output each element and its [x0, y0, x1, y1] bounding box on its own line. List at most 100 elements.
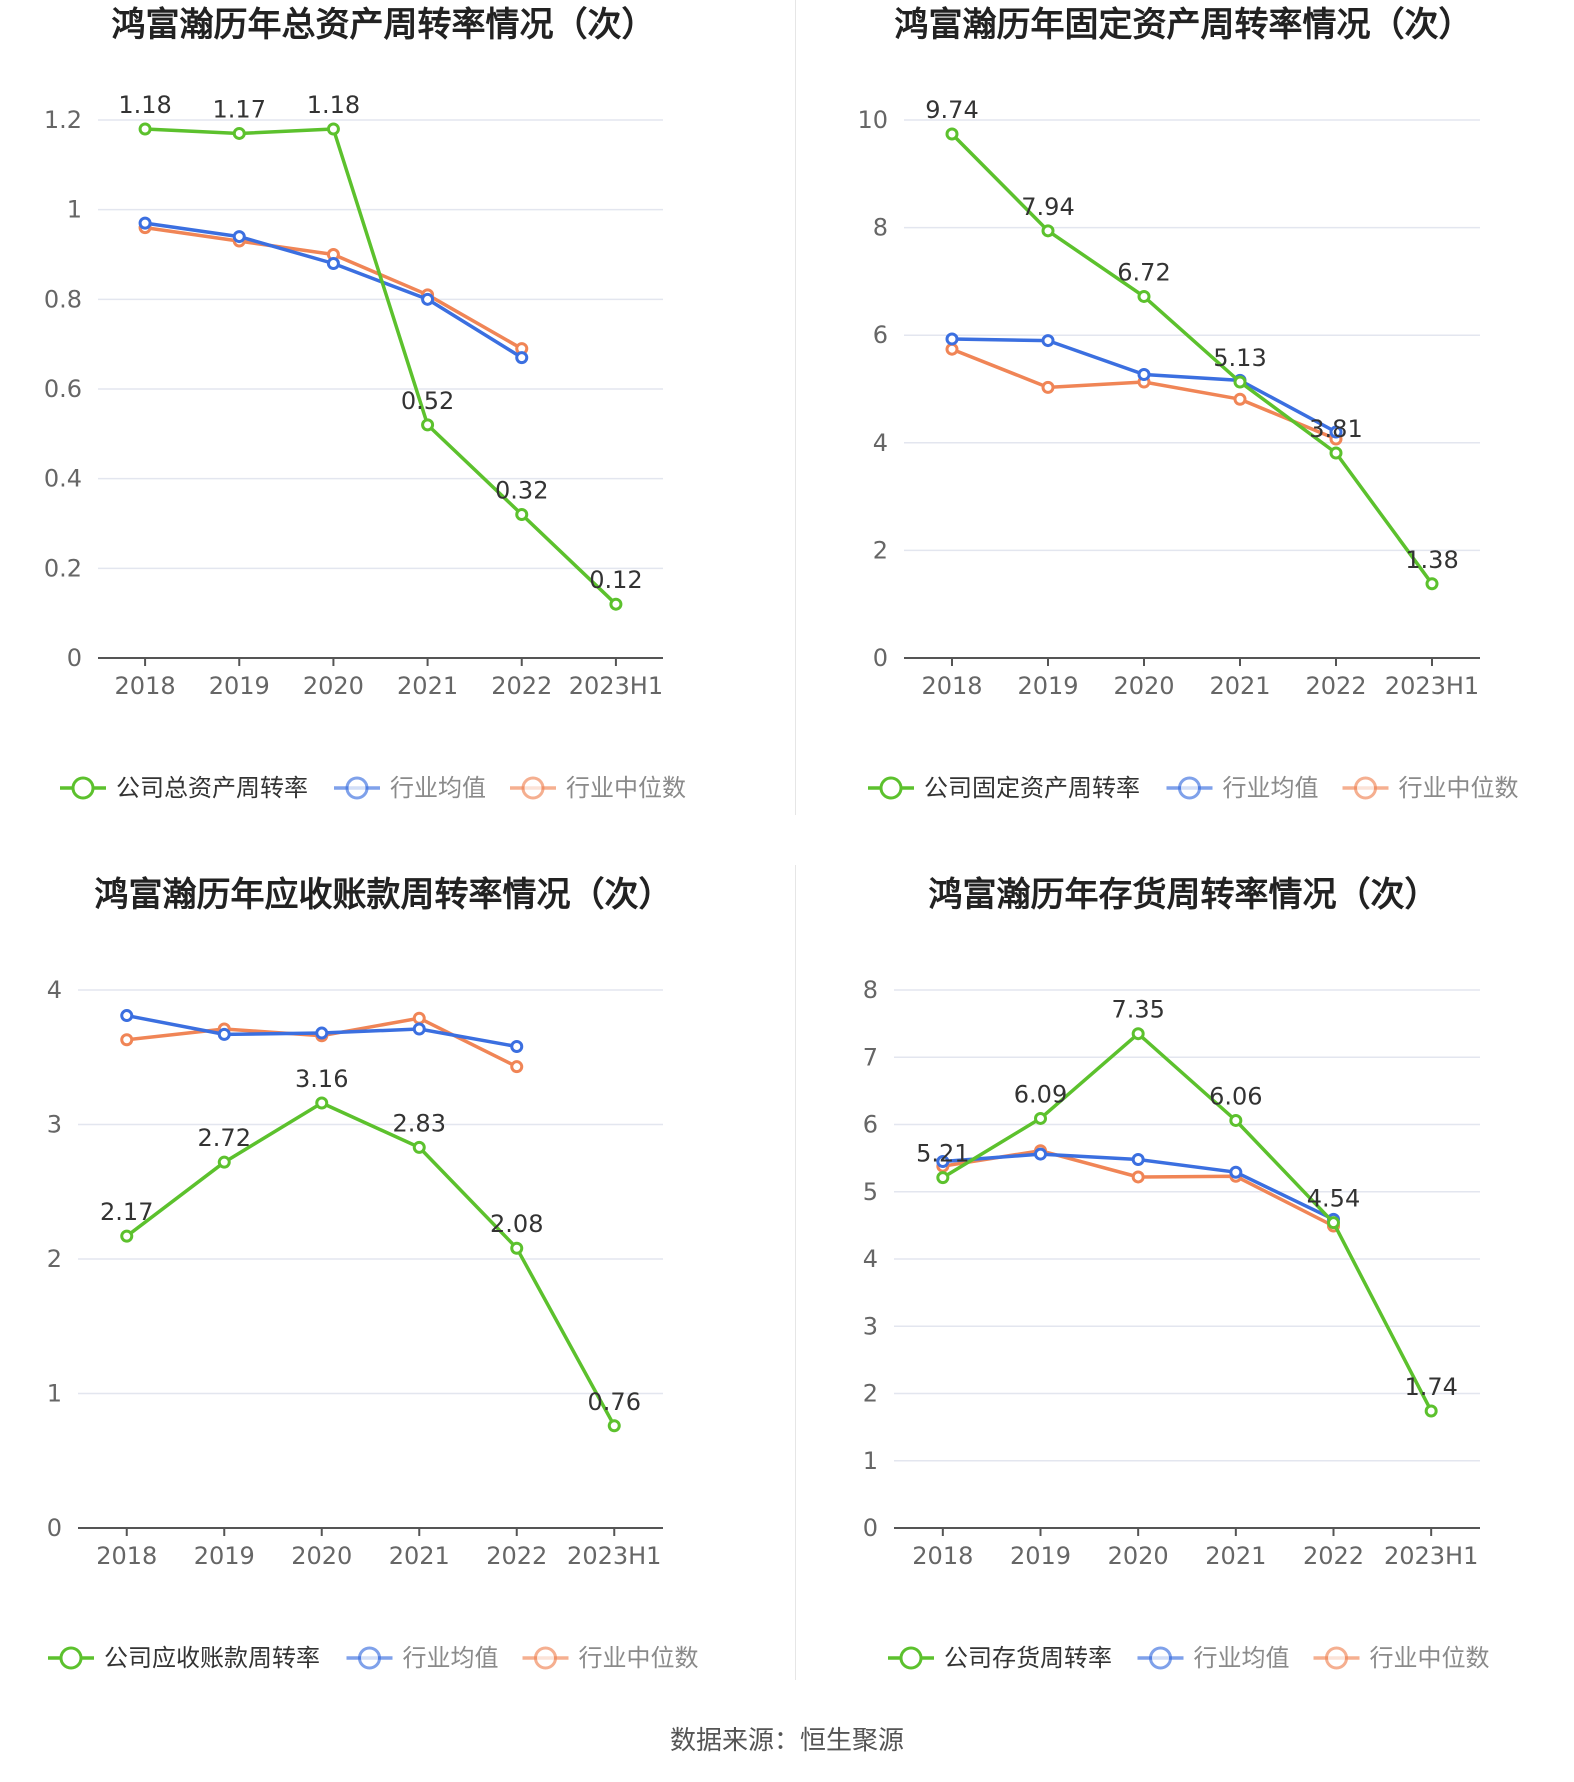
data-point-avg[interactable]: [1041, 334, 1055, 348]
data-point-company[interactable]: [607, 1419, 621, 1433]
data-label: 6.09: [1014, 1080, 1067, 1108]
divider-top: [795, 0, 796, 815]
data-point-company[interactable]: [1229, 1113, 1243, 1127]
data-point-avg[interactable]: [217, 1027, 231, 1041]
data-label: 1.74: [1404, 1373, 1457, 1401]
data-label: 0.12: [589, 566, 642, 594]
chart-svg: 鸿富瀚历年总资产周转率情况（次） 0 0.2 0.4 0.6 0.8 1 1.2 2018 201…: [44, 5, 686, 802]
chart-title: 鸿富瀚历年固定资产周转率情况（次）: [895, 5, 1473, 45]
chart-title: 鸿富瀚历年应收账款周转率情况（次）: [95, 875, 673, 915]
x-tick-label: 2019: [194, 1542, 255, 1570]
data-point-avg[interactable]: [421, 292, 435, 306]
legend-item-avg[interactable]: 行业均值: [346, 1644, 499, 1672]
data-point-avg[interactable]: [1229, 1165, 1243, 1179]
data-label: 5.21: [916, 1140, 969, 1168]
data-point-company[interactable]: [326, 122, 340, 136]
y-tick-label: 0: [67, 644, 82, 672]
data-point-avg[interactable]: [515, 351, 529, 365]
data-source-note: 数据来源：恒生聚源: [669, 1726, 904, 1756]
chart-title: 鸿富瀚历年总资产周转率情况（次）: [112, 5, 656, 45]
data-point-avg[interactable]: [138, 216, 152, 230]
data-point-median[interactable]: [1041, 380, 1055, 394]
y-tick-label: 6: [873, 321, 888, 349]
data-point-company[interactable]: [609, 597, 623, 611]
data-point-company[interactable]: [1137, 289, 1151, 303]
x-tick-label: 2020: [1108, 1542, 1169, 1570]
data-point-company[interactable]: [315, 1096, 329, 1110]
series-line-company: [950, 132, 1434, 585]
legend-item-median[interactable]: 行业中位数: [1342, 774, 1519, 802]
data-point-median[interactable]: [120, 1033, 134, 1047]
data-point-company[interactable]: [138, 122, 152, 136]
y-tick-label: 3: [863, 1312, 878, 1340]
data-point-avg[interactable]: [510, 1039, 524, 1053]
data-point-avg[interactable]: [945, 332, 959, 346]
data-point-company[interactable]: [421, 418, 435, 432]
x-tick-label: 2022: [1303, 1542, 1364, 1570]
data-point-company[interactable]: [1327, 1216, 1340, 1230]
data-point-avg[interactable]: [936, 1154, 950, 1168]
data-point-avg[interactable]: [120, 1009, 134, 1023]
data-point-avg[interactable]: [315, 1026, 329, 1040]
x-tick-label: 2023H1: [569, 672, 663, 700]
x-tick-label: 2021: [389, 1542, 450, 1570]
legend-item-company[interactable]: 公司固定资产周转率: [868, 774, 1140, 802]
legend-label: 行业中位数: [579, 1644, 699, 1672]
data-label: 6.06: [1209, 1082, 1262, 1110]
data-point-median[interactable]: [1131, 1170, 1145, 1184]
series-line-company: [125, 1101, 616, 1427]
y-tick-label: 4: [47, 976, 62, 1004]
y-tick-label: 2: [863, 1380, 878, 1408]
y-tick-label: 0.2: [44, 554, 82, 582]
legend-item-company[interactable]: 公司总资产周转率: [60, 774, 308, 802]
data-point-avg[interactable]: [1329, 425, 1343, 439]
legend-item-avg[interactable]: 行业均值: [1137, 1644, 1290, 1672]
data-point-avg[interactable]: [1034, 1147, 1047, 1161]
legend-item-avg[interactable]: 行业均值: [1166, 774, 1319, 802]
y-tick-label: 0.8: [44, 285, 82, 313]
data-point-company[interactable]: [1329, 446, 1343, 460]
data-point-median[interactable]: [945, 342, 959, 356]
data-point-company[interactable]: [1041, 224, 1055, 238]
legend-marker-icon: [59, 1646, 83, 1670]
data-point-company[interactable]: [1425, 577, 1439, 591]
legend-item-company[interactable]: 公司存货周转率: [888, 1644, 1112, 1672]
data-label: 1.38: [1405, 546, 1458, 574]
data-point-avg[interactable]: [232, 230, 246, 244]
chart-svg: 鸿富瀚历年固定资产周转率情况（次） 0 2 4 6 8 10 2018 2019 2020 2021…: [857, 5, 1519, 802]
y-tick-label: 1.2: [44, 106, 82, 134]
data-point-company[interactable]: [1233, 375, 1247, 389]
data-label: 3.81: [1309, 415, 1362, 443]
data-point-company[interactable]: [217, 1155, 231, 1169]
data-label: 0.32: [495, 477, 548, 505]
data-point-company[interactable]: [412, 1140, 426, 1154]
data-point-company[interactable]: [1424, 1404, 1438, 1418]
legend-label: 行业均值: [1223, 774, 1319, 802]
y-tick-label: 6: [863, 1111, 878, 1139]
data-point-company[interactable]: [1034, 1111, 1047, 1125]
data-point-company[interactable]: [232, 126, 246, 140]
legend-item-avg[interactable]: 行业均值: [334, 774, 486, 802]
data-point-median[interactable]: [1233, 392, 1247, 406]
data-label: 6.72: [1117, 258, 1170, 286]
data-point-company[interactable]: [945, 127, 959, 141]
data-point-median[interactable]: [510, 1060, 524, 1074]
legend-item-median[interactable]: 行业中位数: [510, 774, 686, 802]
data-point-median[interactable]: [412, 1011, 426, 1025]
data-label: 1.18: [118, 91, 171, 119]
legend-item-median[interactable]: 行业中位数: [1313, 1644, 1490, 1672]
data-point-avg[interactable]: [412, 1022, 426, 1036]
data-point-company[interactable]: [1131, 1027, 1145, 1041]
legend-item-company[interactable]: 公司应收账款周转率: [48, 1644, 320, 1672]
data-point-company[interactable]: [510, 1241, 524, 1255]
data-point-company[interactable]: [120, 1229, 134, 1243]
data-point-avg[interactable]: [326, 256, 340, 270]
legend-item-median[interactable]: 行业中位数: [522, 1644, 699, 1672]
data-point-avg[interactable]: [1131, 1152, 1145, 1166]
legend-label: 行业均值: [1194, 1644, 1290, 1672]
data-point-company[interactable]: [515, 508, 529, 522]
legend-label: 公司应收账款周转率: [104, 1644, 320, 1672]
data-point-company[interactable]: [936, 1171, 950, 1185]
data-point-avg[interactable]: [1137, 367, 1151, 381]
